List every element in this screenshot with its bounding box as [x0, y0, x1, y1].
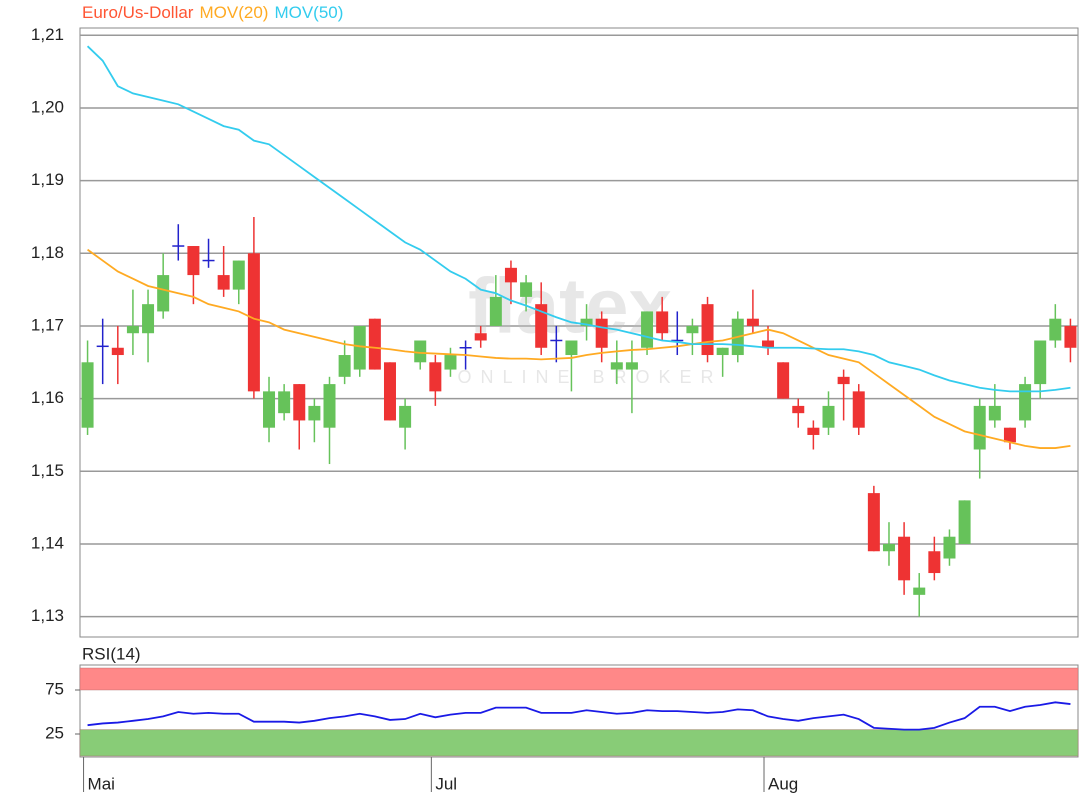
candle-body — [701, 304, 714, 356]
candle-body — [913, 587, 926, 595]
y-tick-label: 1,21 — [31, 25, 64, 44]
rsi-band — [79, 667, 1079, 691]
candle-body — [792, 405, 805, 414]
candle-body — [368, 318, 381, 370]
candle-body — [716, 347, 729, 356]
main-plot-frame — [79, 27, 1079, 638]
candle-body — [232, 260, 245, 290]
legend-entry: MOV(20) — [199, 3, 268, 22]
candle-body — [565, 340, 578, 356]
candle-body — [535, 304, 548, 348]
legend-entry: Euro/Us-Dollar — [82, 3, 194, 22]
candle-body — [338, 355, 351, 377]
y-tick-label: 25 — [45, 723, 64, 742]
candle-body — [142, 304, 155, 334]
rsi-band — [79, 729, 1079, 757]
candle-body — [520, 282, 533, 297]
candle-body — [973, 405, 986, 450]
legend: Euro/Us-Dollar MOV(20) MOV(50) — [82, 3, 343, 22]
candle-body — [187, 246, 200, 276]
candle-body — [580, 318, 593, 326]
legend-entry: MOV(50) — [274, 3, 343, 22]
candle-body — [656, 311, 669, 334]
candle-body — [807, 427, 820, 435]
candle-body — [444, 355, 457, 370]
candle-body — [126, 325, 139, 334]
rsi-label: RSI(14) — [82, 644, 141, 663]
candle-body — [777, 362, 790, 399]
candle-body — [1049, 318, 1062, 341]
candle-body — [1019, 384, 1032, 421]
candle-body — [217, 275, 230, 290]
candle-body — [293, 384, 306, 421]
y-tick-label: 1,18 — [31, 243, 64, 262]
candle-body — [988, 405, 1001, 421]
candle-body — [928, 551, 941, 574]
candle-body — [610, 362, 623, 370]
y-tick-label: 1,15 — [31, 461, 64, 480]
candle-body — [1003, 427, 1016, 443]
candle-body — [383, 362, 396, 421]
candle-body — [414, 340, 427, 363]
candle-body — [157, 275, 170, 312]
candle-body — [278, 391, 291, 414]
candle-body — [399, 405, 412, 428]
y-tick-label: 1,20 — [31, 97, 64, 116]
candle-body — [474, 333, 487, 341]
candle-body — [943, 536, 956, 559]
y-tick-label: 1,17 — [31, 315, 64, 334]
candle-body — [595, 318, 608, 348]
x-tick-label: Jul — [435, 774, 457, 793]
candle-body — [323, 384, 336, 428]
candle-body — [308, 405, 321, 421]
y-tick-label: 1,13 — [31, 606, 64, 625]
candle-body — [867, 493, 880, 552]
candle-body — [882, 543, 895, 552]
candle-body — [746, 318, 759, 326]
x-tick-label: Mai — [88, 774, 115, 793]
moving-average-line — [87, 248, 1071, 449]
candle-body — [111, 347, 124, 356]
y-tick-label: 75 — [45, 679, 64, 698]
y-tick-label: 1,14 — [31, 533, 64, 552]
candle-body — [1064, 325, 1077, 348]
candle-body — [822, 405, 835, 428]
candle-body — [641, 311, 654, 348]
candle-body — [504, 267, 517, 283]
candle-body — [489, 296, 502, 326]
candle-body — [837, 376, 850, 385]
watermark-tagline: ONLINE BROKER — [457, 367, 722, 387]
rsi-line — [87, 701, 1071, 731]
x-tick-label: Aug — [768, 774, 798, 793]
y-tick-label: 1,16 — [31, 388, 64, 407]
candle-body — [353, 325, 366, 370]
candle-body — [852, 391, 865, 428]
candle-body — [247, 253, 260, 392]
y-tick-label: 1,19 — [31, 170, 64, 189]
candle-body — [429, 362, 442, 392]
candle-body — [81, 362, 94, 428]
candle-body — [958, 500, 971, 544]
candle-body — [762, 340, 775, 348]
candle-body — [263, 391, 276, 428]
candle-body — [686, 325, 699, 334]
candle-body — [1034, 340, 1047, 385]
candle-body — [898, 536, 911, 581]
candle-body — [625, 362, 638, 370]
moving-average-line — [86, 45, 1071, 393]
